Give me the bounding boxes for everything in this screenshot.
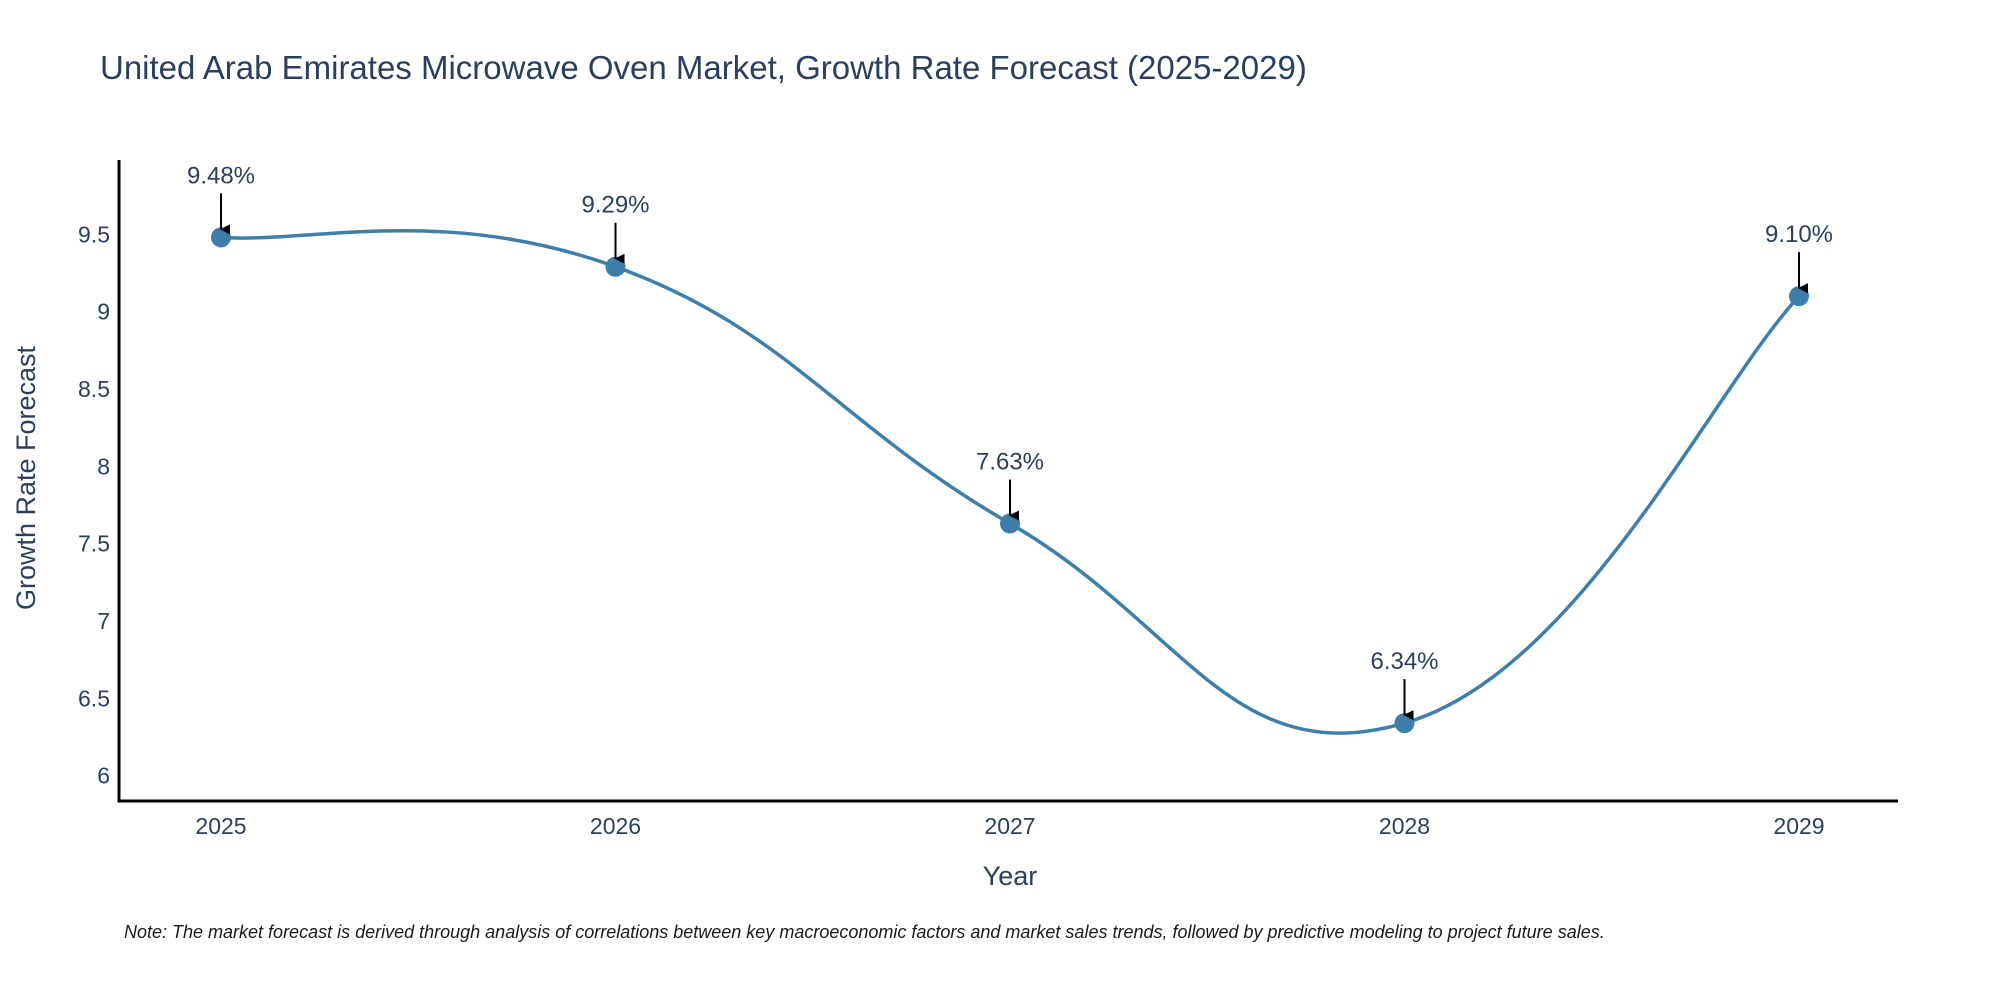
data-label: 7.63% [976, 449, 1044, 476]
x-axis-title: Year [983, 861, 1038, 891]
y-tick-label: 8.5 [78, 376, 110, 402]
data-label: 9.10% [1765, 221, 1833, 248]
x-tick-label: 2028 [1379, 813, 1430, 839]
chart-title: United Arab Emirates Microwave Oven Mark… [100, 49, 1307, 86]
y-tick-label: 6 [97, 763, 110, 789]
y-tick-label: 9 [97, 299, 110, 325]
data-label: 6.34% [1370, 648, 1438, 675]
y-axis-ticks: 6 6.5 7 7.5 8 8.5 9 9.5 [78, 221, 110, 788]
data-annotations: 9.48% 9.29% 7.63% 6.34% 9.10% [187, 162, 1833, 721]
data-point [1789, 286, 1809, 307]
data-label: 9.48% [187, 162, 255, 189]
x-tick-label: 2026 [590, 813, 641, 839]
y-tick-label: 9.5 [78, 221, 110, 247]
x-tick-label: 2027 [984, 813, 1035, 839]
y-axis-title: Growth Rate Forecast [11, 345, 41, 610]
series-line [219, 228, 1801, 735]
data-point [1394, 713, 1415, 734]
y-tick-label: 7 [97, 608, 110, 634]
data-label: 9.29% [581, 192, 649, 219]
y-tick-label: 6.5 [78, 685, 110, 711]
footnote: Note: The market forecast is derived thr… [124, 922, 1605, 942]
x-tick-label: 2029 [1773, 813, 1824, 839]
x-axis-ticks: 2025 2026 2027 2028 2029 [195, 813, 1824, 839]
data-point [1000, 513, 1020, 534]
y-tick-label: 7.5 [78, 531, 110, 557]
y-tick-label: 8 [97, 453, 110, 479]
data-point [211, 227, 231, 248]
x-tick-label: 2025 [195, 813, 246, 839]
data-point [605, 256, 626, 277]
